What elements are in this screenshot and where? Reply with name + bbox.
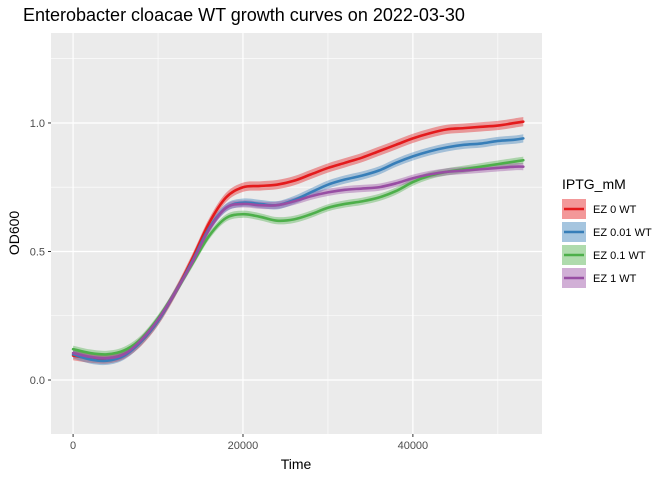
chart-title: Enterobacter cloacae WT growth curves on… bbox=[23, 5, 465, 25]
x-tick-label: 0 bbox=[70, 440, 76, 452]
series-line-3 bbox=[71, 165, 525, 360]
legend-label: EZ 0 WT bbox=[593, 204, 637, 216]
y-tick-label: 0.0 bbox=[30, 375, 45, 387]
legend-title: IPTG_mM bbox=[562, 176, 626, 192]
legend-label: EZ 0.1 WT bbox=[593, 250, 646, 262]
y-tick-label: 0.5 bbox=[30, 246, 45, 258]
y-axis-title: OD600 bbox=[6, 211, 22, 256]
confidence-bands bbox=[73, 117, 524, 366]
x-axis-title: Time bbox=[281, 456, 312, 472]
legend: IPTG_mM EZ 0 WT EZ 0.01 WT EZ 0.1 WT EZ 1 W… bbox=[562, 176, 652, 288]
series-lines bbox=[71, 120, 525, 363]
legend-items: EZ 0 WT EZ 0.01 WT EZ 0.1 WT EZ 1 WT bbox=[562, 199, 652, 288]
x-tick-label: 40000 bbox=[398, 440, 429, 452]
x-tick-label: 20000 bbox=[228, 440, 259, 452]
grid-minor bbox=[51, 33, 542, 434]
legend-label: EZ 1 WT bbox=[593, 273, 637, 285]
y-tick-label: 1.0 bbox=[30, 118, 45, 130]
confidence-band-3 bbox=[73, 162, 524, 362]
grid-major bbox=[51, 33, 542, 434]
legend-label: EZ 0.01 WT bbox=[593, 227, 652, 239]
axis-ticks: 0 20000 40000 0.0 0.5 1.0 bbox=[30, 118, 428, 452]
plot-panel bbox=[51, 33, 542, 434]
